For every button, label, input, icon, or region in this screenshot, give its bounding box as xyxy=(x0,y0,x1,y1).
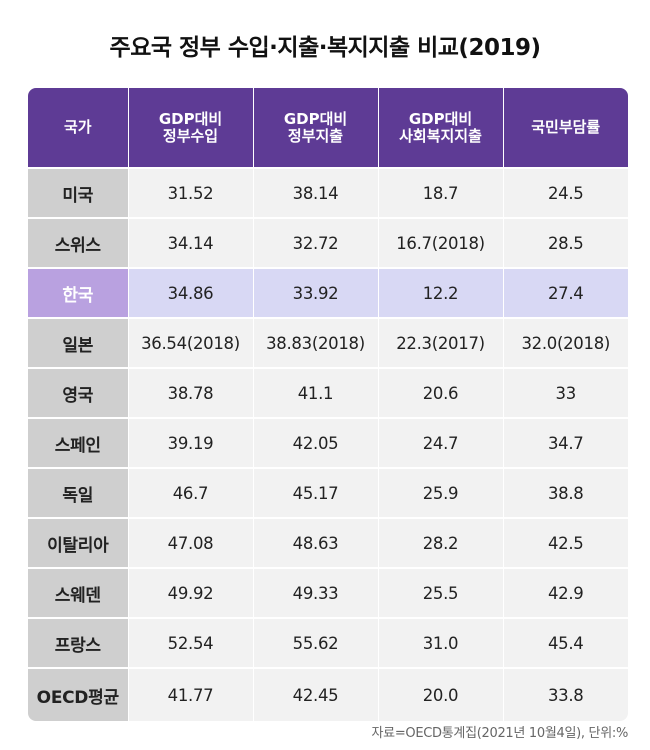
table-row: 한국 34.86 33.92 12.2 27.4 xyxy=(28,267,628,318)
header-row: 국가 GDP대비 정부수입 GDP대비 정부지출 GDP대비 사회복지지출 국민부담률 xyxy=(28,88,628,168)
value-cell: 34.14 xyxy=(127,217,253,268)
value-cell: 42.5 xyxy=(502,517,628,568)
value-cell: 27.4 xyxy=(502,267,628,318)
country-cell: 스위스 xyxy=(28,217,128,268)
value-cell: 49.92 xyxy=(127,567,253,618)
value-cell: 49.33 xyxy=(252,567,378,618)
value-cell: 25.5 xyxy=(377,567,503,618)
country-cell: 이탈리아 xyxy=(28,517,128,568)
value-cell: 20.6 xyxy=(377,367,503,418)
value-cell: 32.0(2018) xyxy=(502,317,628,368)
header-label: 국가 xyxy=(63,118,92,136)
value-cell: 47.08 xyxy=(127,517,253,568)
country-cell: 프랑스 xyxy=(28,617,128,668)
header-label: GDP대비 정부지출 xyxy=(283,109,348,145)
value-cell: 31.52 xyxy=(127,167,253,218)
value-cell: 42.45 xyxy=(252,667,378,721)
value-cell: 24.5 xyxy=(502,167,628,218)
header-gov-expenditure: GDP대비 정부지출 xyxy=(252,88,378,168)
table-row: 스웨덴 49.92 49.33 25.5 42.9 xyxy=(28,567,628,618)
table-row: 미국 31.52 38.14 18.7 24.5 xyxy=(28,167,628,218)
value-cell: 33 xyxy=(502,367,628,418)
page-title: 주요국 정부 수입·지출·복지지출 비교(2019) xyxy=(109,35,541,61)
table-row: 독일 46.7 45.17 25.9 38.8 xyxy=(28,467,628,518)
country-cell: OECD평균 xyxy=(28,667,128,721)
value-cell: 38.14 xyxy=(252,167,378,218)
comparison-table: 국가 GDP대비 정부수입 GDP대비 정부지출 GDP대비 사회복지지출 국민부담률… xyxy=(28,88,628,721)
country-cell: 스페인 xyxy=(28,417,128,468)
value-cell: 45.4 xyxy=(502,617,628,668)
value-cell: 34.7 xyxy=(502,417,628,468)
value-cell: 25.9 xyxy=(377,467,503,518)
value-cell: 16.7(2018) xyxy=(377,217,503,268)
header-label: 국민부담률 xyxy=(531,118,601,136)
value-cell: 36.54(2018) xyxy=(127,317,253,368)
country-cell: 한국 xyxy=(28,267,128,318)
table-row: 스페인 39.19 42.05 24.7 34.7 xyxy=(28,417,628,468)
value-cell: 31.0 xyxy=(377,617,503,668)
value-cell: 48.63 xyxy=(252,517,378,568)
value-cell: 12.2 xyxy=(377,267,503,318)
country-cell: 일본 xyxy=(28,317,128,368)
value-cell: 28.5 xyxy=(502,217,628,268)
value-cell: 42.9 xyxy=(502,567,628,618)
table-header: 국가 GDP대비 정부수입 GDP대비 정부지출 GDP대비 사회복지지출 국민부담률 xyxy=(28,88,628,168)
value-cell: 41.77 xyxy=(127,667,253,721)
country-cell: 독일 xyxy=(28,467,128,518)
value-cell: 32.72 xyxy=(252,217,378,268)
value-cell: 41.1 xyxy=(252,367,378,418)
value-cell: 38.83(2018) xyxy=(252,317,378,368)
table-row: 스위스 34.14 32.72 16.7(2018) 28.5 xyxy=(28,217,628,268)
header-tax-burden: 국민부담률 xyxy=(502,88,628,168)
header-label: GDP대비 사회복지지출 xyxy=(399,109,482,145)
country-cell: 미국 xyxy=(28,167,128,218)
table-row: 영국 38.78 41.1 20.6 33 xyxy=(28,367,628,418)
value-cell: 38.78 xyxy=(127,367,253,418)
value-cell: 46.7 xyxy=(127,467,253,518)
country-cell: 스웨덴 xyxy=(28,567,128,618)
table-row: 프랑스 52.54 55.62 31.0 45.4 xyxy=(28,617,628,668)
comparison-table-container: 국가 GDP대비 정부수입 GDP대비 정부지출 GDP대비 사회복지지출 국민부담률… xyxy=(28,88,628,721)
table-body: 미국 31.52 38.14 18.7 24.5 스위스 34.14 32.72 16.7(20… xyxy=(28,167,628,721)
value-cell: 33.8 xyxy=(502,667,628,721)
header-label: GDP대비 정부수입 xyxy=(158,109,223,145)
header-gov-revenue: GDP대비 정부수입 xyxy=(127,88,253,168)
value-cell: 52.54 xyxy=(127,617,253,668)
table-row: 일본 36.54(2018) 38.83(2018) 22.3(2017) 32.0(2… xyxy=(28,317,628,368)
value-cell: 42.05 xyxy=(252,417,378,468)
value-cell: 39.19 xyxy=(127,417,253,468)
value-cell: 45.17 xyxy=(252,467,378,518)
value-cell: 18.7 xyxy=(377,167,503,218)
value-cell: 22.3(2017) xyxy=(377,317,503,368)
value-cell: 34.86 xyxy=(127,267,253,318)
header-country: 국가 xyxy=(28,88,128,168)
table-row: 이탈리아 47.08 48.63 28.2 42.5 xyxy=(28,517,628,568)
table-row: OECD평균 41.77 42.45 20.0 33.8 xyxy=(28,667,628,721)
value-cell: 38.8 xyxy=(502,467,628,518)
value-cell: 24.7 xyxy=(377,417,503,468)
source-note: 자료=OECD통계집(2021년 10월4일), 단위:% xyxy=(371,726,629,741)
header-social-welfare: GDP대비 사회복지지출 xyxy=(377,88,503,168)
value-cell: 33.92 xyxy=(252,267,378,318)
value-cell: 28.2 xyxy=(377,517,503,568)
value-cell: 20.0 xyxy=(377,667,503,721)
value-cell: 55.62 xyxy=(252,617,378,668)
country-cell: 영국 xyxy=(28,367,128,418)
